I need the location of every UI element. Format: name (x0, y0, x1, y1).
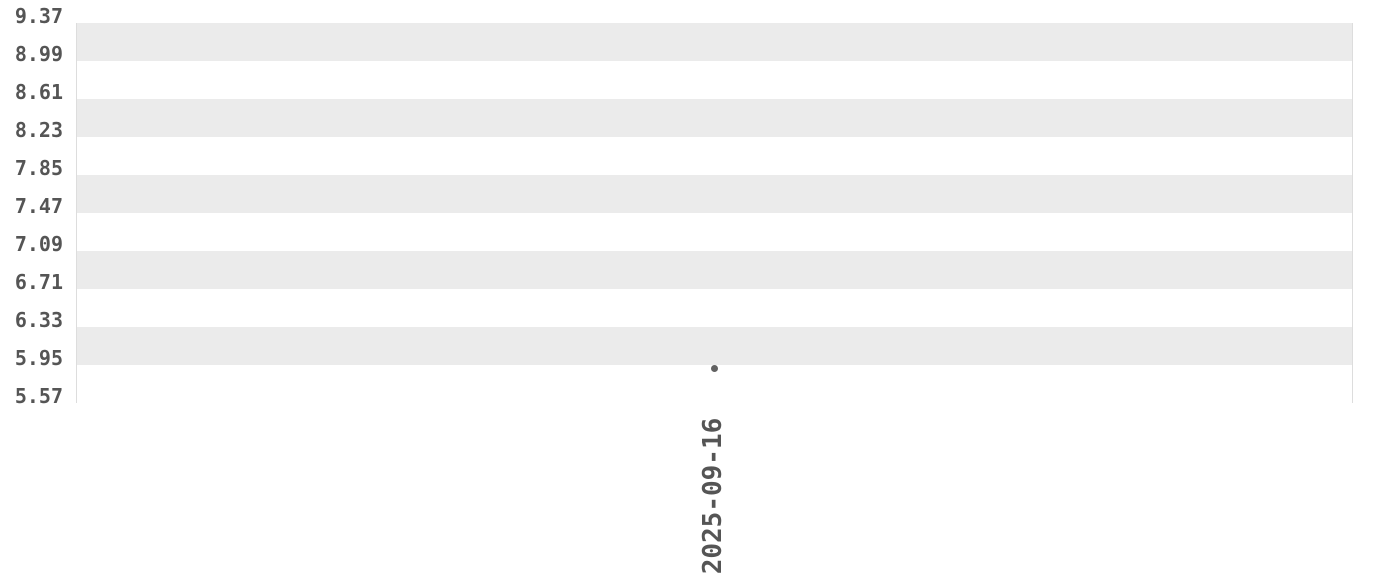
y-axis-tick-label: 8.99 (14, 42, 63, 66)
plot-area (76, 23, 1353, 403)
grid-band (77, 99, 1352, 137)
grid-band (77, 175, 1352, 213)
y-axis-tick-label: 6.33 (14, 308, 63, 332)
y-axis-tick-label: 8.23 (14, 118, 63, 142)
x-axis-tick-label: 2025-09-16 (698, 417, 728, 575)
y-axis-tick-label: 8.61 (14, 80, 63, 104)
grid-band (77, 23, 1352, 61)
grid-band (77, 327, 1352, 365)
grid-band (77, 289, 1352, 327)
y-axis-tick-label: 9.37 (14, 4, 63, 28)
grid-band (77, 137, 1352, 175)
grid-band (77, 251, 1352, 289)
y-axis-tick-label: 5.57 (14, 384, 63, 408)
grid-band (77, 213, 1352, 251)
y-axis-tick-label: 7.47 (14, 194, 63, 218)
grid-band (77, 61, 1352, 99)
y-axis-tick-label: 6.71 (14, 270, 63, 294)
y-axis-tick-label: 5.95 (14, 346, 63, 370)
y-axis-tick-label: 7.85 (14, 156, 63, 180)
y-axis-tick-label: 7.09 (14, 232, 63, 256)
data-point[interactable] (711, 364, 718, 372)
